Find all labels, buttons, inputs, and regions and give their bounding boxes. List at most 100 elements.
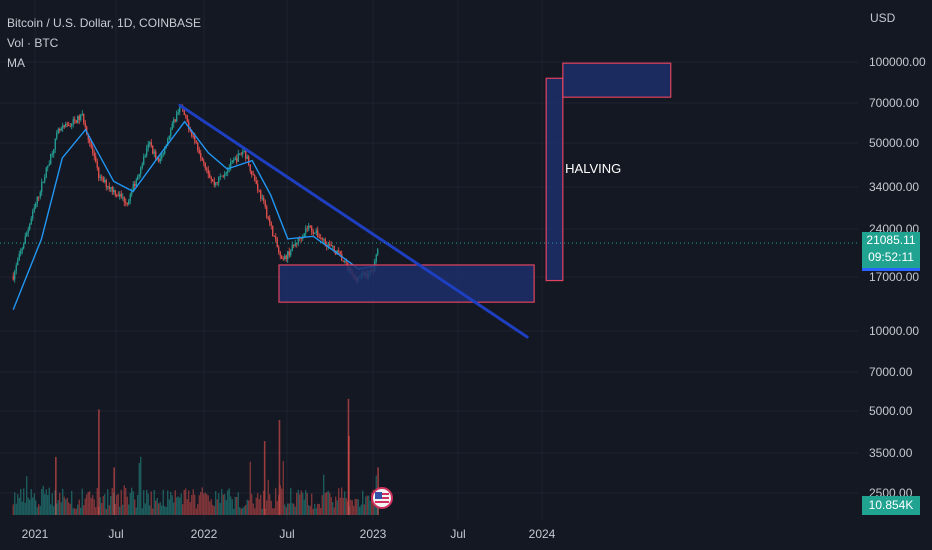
- candle-body: [306, 228, 308, 230]
- candle-body: [96, 161, 98, 168]
- candle-body: [26, 232, 28, 237]
- volume-bar: [252, 503, 254, 515]
- volume-bar: [374, 506, 376, 515]
- candle-body: [329, 244, 331, 245]
- volume-bar: [29, 499, 31, 515]
- us-flag-icon[interactable]: [371, 487, 393, 509]
- volume-bar: [174, 490, 176, 515]
- volume-bar: [246, 499, 248, 515]
- zone-box[interactable]: [562, 62, 672, 98]
- x-tick-label: 2024: [529, 527, 556, 541]
- volume-bar: [27, 497, 29, 515]
- symbol-title[interactable]: Bitcoin / U.S. Dollar, 1D, COINBASE: [7, 16, 202, 30]
- volume-bar: [59, 492, 61, 515]
- candle-body: [102, 177, 104, 182]
- volume-bar: [230, 496, 232, 515]
- candle-body: [104, 180, 106, 182]
- candle-body: [257, 183, 259, 191]
- candle-body: [105, 180, 107, 187]
- volume-indicator-label[interactable]: Vol · BTC: [7, 36, 59, 50]
- volume-bar: [26, 476, 28, 515]
- candle-body: [231, 160, 233, 162]
- candle-body: [177, 112, 179, 113]
- candle-body: [36, 196, 38, 204]
- candle-body: [222, 175, 224, 177]
- candle-body: [144, 155, 146, 157]
- volume-bar: [284, 504, 286, 515]
- annotations: HALVING: [565, 161, 621, 176]
- zone-box[interactable]: [545, 77, 564, 282]
- candle-body: [213, 181, 215, 186]
- candle-body: [344, 261, 346, 262]
- volume-bar: [299, 494, 301, 515]
- candle-body: [66, 123, 68, 125]
- candle-body: [207, 169, 209, 175]
- ma-indicator-label[interactable]: MA: [7, 56, 25, 70]
- candle-body: [210, 177, 212, 180]
- zone-box[interactable]: [278, 264, 535, 303]
- volume-bar: [62, 488, 64, 515]
- volume-bar: [77, 504, 79, 515]
- candle-body: [120, 193, 122, 198]
- candle-body: [327, 244, 329, 247]
- candle-body: [201, 157, 203, 161]
- volume-bar: [224, 494, 226, 515]
- candle-body: [164, 147, 166, 154]
- candle-body: [219, 176, 221, 177]
- candle-body: [285, 255, 287, 260]
- volume-bar: [369, 500, 371, 515]
- volume-bar: [15, 503, 17, 515]
- candle-body: [179, 107, 181, 113]
- y-tick-label: 7000.00: [869, 365, 913, 379]
- volume-bar: [300, 490, 302, 515]
- candle-body: [134, 183, 136, 187]
- candle-body: [161, 154, 163, 159]
- volume-bar: [266, 500, 268, 515]
- volume-bar: [311, 493, 313, 515]
- time-axis[interactable]: 2021 Jul 2022 Jul 2023 Jul 2024: [22, 527, 556, 541]
- candle-body: [188, 121, 190, 130]
- volume-bar: [258, 499, 260, 515]
- candle-body: [71, 123, 73, 127]
- volume-bar: [228, 488, 230, 515]
- candle-body: [131, 189, 133, 195]
- candle-body: [221, 175, 223, 177]
- candle-body: [126, 202, 128, 205]
- candle-body: [297, 237, 299, 244]
- grid-lines: [0, 0, 858, 520]
- volume-bar: [237, 492, 239, 515]
- candle-body: [263, 197, 265, 201]
- volume-bar: [35, 500, 37, 515]
- candle-body: [146, 147, 148, 156]
- candle-body: [324, 239, 326, 246]
- volume-bar: [41, 489, 43, 515]
- volume-bar: [294, 506, 296, 515]
- volume-bar: [74, 508, 76, 515]
- volume-bar: [162, 489, 164, 515]
- volume-bar: [39, 505, 41, 515]
- candle-body: [248, 156, 250, 166]
- volume-bar: [198, 495, 200, 515]
- candle-body: [200, 153, 202, 158]
- volume-bar: [146, 489, 148, 515]
- volume-bar: [20, 488, 22, 515]
- annotation-label[interactable]: HALVING: [565, 161, 621, 176]
- volume-bar: [270, 500, 272, 515]
- volume-bar: [350, 499, 352, 515]
- candle-body: [116, 194, 118, 196]
- volume-bar: [308, 505, 310, 515]
- volume-bar: [272, 508, 274, 515]
- volume-bar: [138, 462, 140, 515]
- zones: [278, 62, 672, 303]
- volume-bar: [185, 488, 187, 515]
- candle-body: [143, 156, 145, 165]
- candle-body: [119, 193, 121, 197]
- candle-body: [168, 135, 170, 140]
- volume-bar: [135, 507, 137, 515]
- candle-body: [269, 218, 271, 223]
- trendline[interactable]: [178, 103, 529, 339]
- x-tick-label: 2021: [22, 527, 49, 541]
- candle-body: [92, 147, 94, 153]
